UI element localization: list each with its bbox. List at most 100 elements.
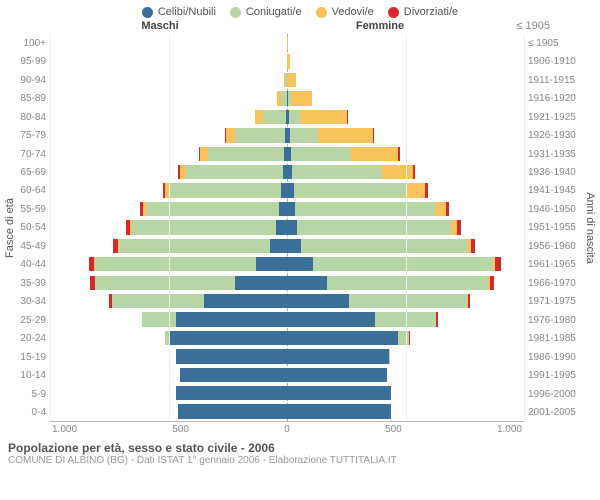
pyramid-row — [50, 52, 524, 70]
bar-segment — [398, 147, 400, 161]
bar-segment — [373, 128, 374, 142]
birth-year-label: 1941-1945 — [524, 182, 592, 200]
bar-segment — [178, 404, 287, 418]
pyramid-row — [50, 310, 524, 328]
pyramid-row — [50, 181, 524, 199]
bar-segment — [495, 257, 501, 271]
chart-subtitle: COMUNE DI ALBINO (BG) - Dati ISTAT 1° ge… — [8, 455, 592, 466]
pyramid-row — [50, 108, 524, 126]
bar-segment — [351, 147, 398, 161]
bar-segment — [413, 165, 415, 179]
bar-segment — [313, 257, 493, 271]
bar-segment — [270, 239, 287, 253]
bar-segment — [112, 294, 204, 308]
pyramid-row — [50, 71, 524, 89]
birth-year-label: 1916-1920 — [524, 89, 592, 107]
y-axis-label-right: Anni di nascita — [584, 192, 596, 264]
birth-year-label: 1931-1935 — [524, 145, 592, 163]
bar-segment — [287, 294, 349, 308]
legend-label: Divorziati/e — [404, 6, 458, 18]
birth-year-label: ≤ 1905 — [524, 34, 592, 52]
legend-label: Celibi/Nubili — [158, 6, 216, 18]
bar-segment — [208, 147, 284, 161]
pyramid-row — [50, 126, 524, 144]
age-label: 85-89 — [8, 89, 50, 107]
bar-segment — [287, 183, 294, 197]
male-header: Maschi — [50, 20, 270, 32]
bar-segment — [295, 202, 435, 216]
bar-segment — [292, 165, 382, 179]
bar-segment — [287, 36, 288, 50]
bar-segment — [468, 294, 471, 308]
bar-segment — [294, 183, 408, 197]
age-label: 10-14 — [8, 366, 50, 384]
bar-segment — [291, 91, 312, 105]
bar-segment — [287, 276, 327, 290]
x-ticks: 1.00050005001.000 — [50, 424, 524, 435]
legend: Celibi/Nubili Coniugati/e Vedovi/e Divorzia… — [8, 6, 592, 18]
pyramid-row — [50, 200, 524, 218]
pyramid-row — [50, 329, 524, 347]
bar-segment — [132, 220, 277, 234]
bar-segment — [490, 276, 495, 290]
bar-segment — [287, 312, 375, 326]
bar-segment — [327, 276, 488, 290]
birth-year-label: 1946-1950 — [524, 200, 592, 218]
pyramid-row — [50, 145, 524, 163]
population-pyramid: Celibi/Nubili Coniugati/e Vedovi/e Divorzia… — [0, 0, 600, 500]
pyramid-row — [50, 384, 524, 402]
bar-segment — [287, 257, 313, 271]
bar-segment — [291, 147, 350, 161]
bar-segment — [347, 110, 348, 124]
age-label: 95-99 — [8, 52, 50, 70]
bar-segment — [287, 349, 389, 363]
birth-year-label: 1906-1910 — [524, 52, 592, 70]
pyramid-row — [50, 218, 524, 236]
age-label: 70-74 — [8, 145, 50, 163]
bar-segment — [119, 239, 271, 253]
bar-segment — [301, 239, 467, 253]
bar-segment — [279, 202, 287, 216]
legend-label: Coniugati/e — [246, 6, 302, 18]
bar-segment — [176, 349, 287, 363]
birth-year-label: 1986-1990 — [524, 348, 592, 366]
legend-label: Vedovi/e — [332, 6, 374, 18]
age-label: 20-24 — [8, 330, 50, 348]
female-header: Femmine — [270, 20, 490, 32]
pyramid-row — [50, 366, 524, 384]
bar-segment — [200, 147, 208, 161]
bar-segment — [176, 386, 287, 400]
bar-segment — [471, 239, 476, 253]
bar-segment — [170, 183, 281, 197]
bar-segment — [287, 404, 391, 418]
birth-year-label: 1976-1980 — [524, 311, 592, 329]
age-label: 80-84 — [8, 108, 50, 126]
bar-segment — [204, 294, 287, 308]
column-headers: Maschi Femmine ≤ 1905 — [8, 20, 592, 32]
age-label: 40-44 — [8, 256, 50, 274]
bar-segment — [318, 128, 373, 142]
birth-year-label: 1936-1940 — [524, 163, 592, 181]
bar-segment — [95, 257, 256, 271]
age-label: 75-79 — [8, 126, 50, 144]
age-label: 30-34 — [8, 293, 50, 311]
bar-segment — [436, 312, 437, 326]
bar-segment — [176, 312, 287, 326]
birth-year-label: 1971-1975 — [524, 293, 592, 311]
bar-segment — [256, 257, 287, 271]
bar-segment — [255, 110, 263, 124]
bar-segment — [226, 128, 235, 142]
bar-segment — [235, 276, 287, 290]
grid-line — [524, 34, 525, 421]
y-axis-label-left: Fasce di età — [4, 198, 16, 258]
birth-year-label: 1981-1985 — [524, 330, 592, 348]
bar-segment — [297, 220, 451, 234]
footer: Popolazione per età, sesso e stato civil… — [8, 441, 592, 466]
age-label: 90-94 — [8, 71, 50, 89]
birth-year-label: 2001-2005 — [524, 403, 592, 421]
pyramid-row — [50, 402, 524, 420]
pyramid-row — [50, 255, 524, 273]
bar-segment — [186, 165, 283, 179]
birth-year-label: 1961-1965 — [524, 256, 592, 274]
bar-segment — [287, 54, 290, 68]
